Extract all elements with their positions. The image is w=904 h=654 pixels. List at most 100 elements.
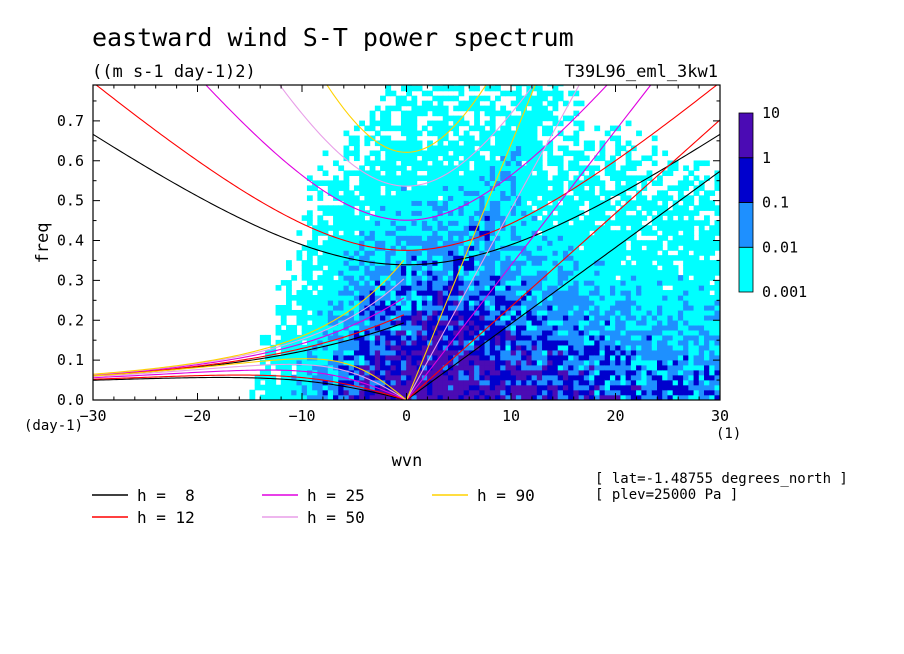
heatmap-cell	[468, 280, 475, 286]
heatmap-cell	[547, 85, 554, 87]
heatmap-cell	[667, 349, 674, 356]
heatmap-cell	[599, 369, 606, 376]
heatmap-cell	[306, 280, 313, 286]
heatmap-cell	[474, 175, 480, 181]
heatmap-cell	[714, 280, 720, 286]
heatmap-cell	[432, 195, 439, 201]
heatmap-cell	[385, 90, 392, 97]
heatmap-cell	[615, 374, 622, 381]
heatmap-cell	[688, 344, 695, 351]
heatmap-cell	[327, 225, 334, 231]
heatmap-cell	[442, 105, 449, 112]
curve-ig-h50	[279, 85, 534, 187]
heatmap-cell	[693, 389, 700, 396]
heatmap-cell	[714, 260, 720, 266]
heatmap-cell	[437, 165, 444, 172]
heatmap-cell	[521, 314, 527, 321]
heatmap-cell	[599, 155, 606, 162]
heatmap-cell	[474, 379, 480, 386]
heatmap-cell	[380, 384, 386, 391]
heatmap-cell	[364, 374, 371, 381]
heatmap-cell	[448, 334, 454, 341]
heatmap-cell	[557, 225, 564, 231]
heatmap-cell	[312, 359, 318, 366]
heatmap-cell	[374, 265, 381, 271]
heatmap-cell	[547, 140, 554, 147]
heatmap-cell	[348, 250, 355, 256]
heatmap-cell	[531, 359, 538, 366]
heatmap-cell	[400, 205, 407, 211]
heatmap-cell	[615, 334, 622, 341]
heatmap-cell	[317, 190, 324, 196]
heatmap-cell	[359, 185, 365, 191]
heatmap-cell	[562, 220, 569, 226]
heatmap-cell	[615, 175, 622, 181]
heatmap-cell	[677, 394, 684, 400]
heatmap-cell	[479, 165, 486, 172]
heatmap-cell	[453, 185, 460, 191]
heatmap-cell	[421, 190, 428, 196]
heatmap-cell	[312, 245, 318, 251]
heatmap-cell	[693, 379, 700, 386]
heatmap-cell	[484, 300, 491, 306]
heatmap-cell	[677, 185, 684, 191]
heatmap-cell	[374, 295, 381, 301]
heatmap-cell	[683, 379, 689, 386]
heatmap-cell	[463, 200, 470, 206]
heatmap-cell	[646, 245, 653, 251]
heatmap-cell	[484, 389, 491, 396]
heatmap-cell	[573, 305, 580, 311]
heatmap-cell	[505, 175, 512, 181]
heatmap-cell	[479, 374, 486, 381]
heatmap-cell	[552, 324, 559, 331]
heatmap-cell	[421, 359, 428, 366]
heatmap-cell	[609, 329, 616, 336]
heatmap-cell	[667, 245, 674, 251]
heatmap-cell	[552, 285, 559, 291]
heatmap-cell	[568, 349, 574, 356]
heatmap-cell	[353, 260, 360, 266]
heatmap-cell	[359, 354, 365, 361]
heatmap-cell	[322, 314, 329, 321]
heatmap-cell	[374, 369, 381, 376]
heatmap-cell	[369, 329, 376, 336]
heatmap-cell	[312, 295, 318, 301]
heatmap-cell	[521, 215, 527, 221]
heatmap-cell	[557, 220, 564, 226]
x-tick-label: 10	[502, 407, 520, 425]
heatmap-cell	[390, 374, 397, 381]
heatmap-cell	[709, 270, 716, 276]
heatmap-cell	[437, 339, 444, 346]
heatmap-cell	[620, 225, 627, 231]
heatmap-cell	[458, 265, 465, 271]
heatmap-cell	[437, 255, 444, 261]
heatmap-cell	[536, 344, 543, 351]
heatmap-cell	[484, 225, 491, 231]
heatmap-cell	[489, 369, 496, 376]
heatmap-cell	[390, 339, 397, 346]
heatmap-cell	[468, 369, 475, 376]
heatmap-cell	[568, 314, 574, 321]
heatmap-cell	[369, 160, 376, 167]
heatmap-cell	[704, 195, 710, 201]
heatmap-cell	[495, 225, 501, 231]
heatmap-cell	[265, 339, 271, 346]
heatmap-cell	[709, 200, 716, 206]
heatmap-cell	[286, 285, 292, 291]
heatmap-cell	[312, 339, 318, 346]
heatmap-cell	[657, 205, 663, 211]
heatmap-cell	[651, 339, 658, 346]
heatmap-cell	[442, 145, 449, 152]
heatmap-cell	[625, 140, 632, 147]
heatmap-cell	[568, 245, 574, 251]
heatmap-cell	[437, 175, 444, 181]
heatmap-cell	[474, 185, 480, 191]
heatmap-cell	[620, 210, 627, 216]
heatmap-cell	[359, 349, 365, 356]
curve-rossby-h50	[93, 363, 407, 400]
heatmap-cell	[536, 324, 543, 331]
heatmap-cell	[479, 295, 486, 301]
heatmap-cell	[505, 260, 512, 266]
heatmap-cell	[489, 280, 496, 286]
heatmap-cell	[562, 290, 569, 296]
